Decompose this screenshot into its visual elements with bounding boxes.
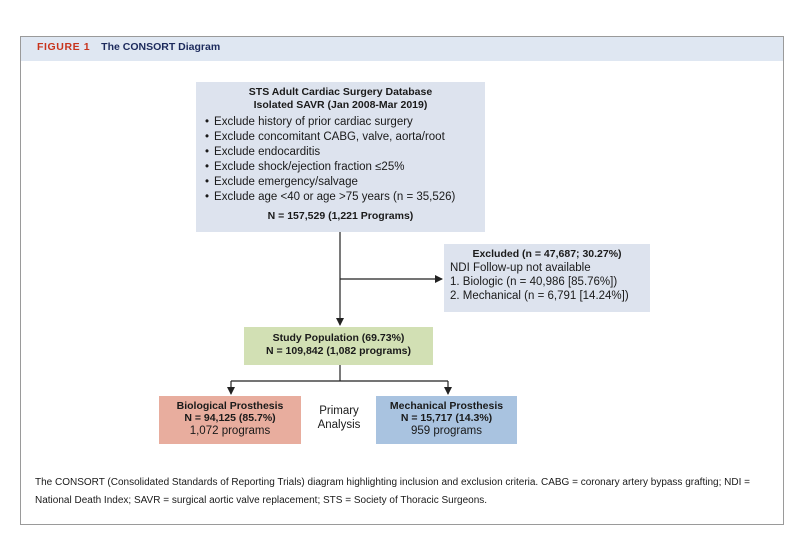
mech-title: Mechanical Prosthesis [389,400,504,412]
excluded-biologic: 1. Biologic (n = 40,986 [85.76%]) [450,276,618,288]
figure-title: FIGURE 1 The CONSORT Diagram [37,41,220,53]
excluded-title: Excluded (n = 47,687; 30.27%) [472,248,622,260]
mech-programs: 959 programs [411,425,482,437]
mechanical-prosthesis-box: Mechanical Prosthesis N = 15,717 (14.3%)… [376,396,517,444]
exclusion-item: Exclude concomitant CABG, valve, aorta/r… [205,130,485,145]
figure-caption: The CONSORT (Consolidated Standards of R… [35,477,750,506]
excluded-reason: NDI Follow-up not available [450,262,591,274]
database-box: STS Adult Cardiac Surgery Database Isola… [196,82,485,232]
exclusion-item: Exclude shock/ejection fraction ≤25% [205,160,485,175]
database-title-1: STS Adult Cardiac Surgery Database [248,86,433,98]
figure-frame [20,36,784,525]
figure-label: FIGURE 1 [37,41,91,53]
bio-count: N = 94,125 (85.7%) [184,412,276,424]
database-title-2: Isolated SAVR (Jan 2008-Mar 2019) [253,99,428,111]
biological-prosthesis-box: Biological Prosthesis N = 94,125 (85.7%)… [159,396,301,444]
study-count: N = 109,842 (1,082 programs) [265,345,412,357]
primary-line-1: Primary [319,405,359,417]
database-total: N = 157,529 (1,221 Programs) [267,210,414,222]
study-title: Study Population (69.73%) [272,332,405,344]
excluded-box: Excluded (n = 47,687; 30.27%) NDI Follow… [444,244,650,312]
study-population-box: Study Population (69.73%) N = 109,842 (1… [244,327,433,365]
exclusion-list: Exclude history of prior cardiac surgery… [196,115,485,205]
bio-title: Biological Prosthesis [176,400,284,412]
bio-programs: 1,072 programs [189,425,271,437]
figure-name: The CONSORT Diagram [101,41,221,53]
figure-header [21,37,783,61]
primary-line-2: Analysis [317,419,361,431]
exclusion-item: Exclude endocarditis [205,145,485,160]
mech-count: N = 15,717 (14.3%) [400,412,493,424]
exclusion-item: Exclude history of prior cardiac surgery [205,115,485,130]
exclusion-item: Exclude age <40 or age >75 years (n = 35… [205,190,485,205]
excluded-mechanical: 2. Mechanical (n = 6,791 [14.24%]) [450,290,629,302]
primary-analysis-label: Primary Analysis [304,404,374,432]
exclusion-item: Exclude emergency/salvage [205,175,485,190]
